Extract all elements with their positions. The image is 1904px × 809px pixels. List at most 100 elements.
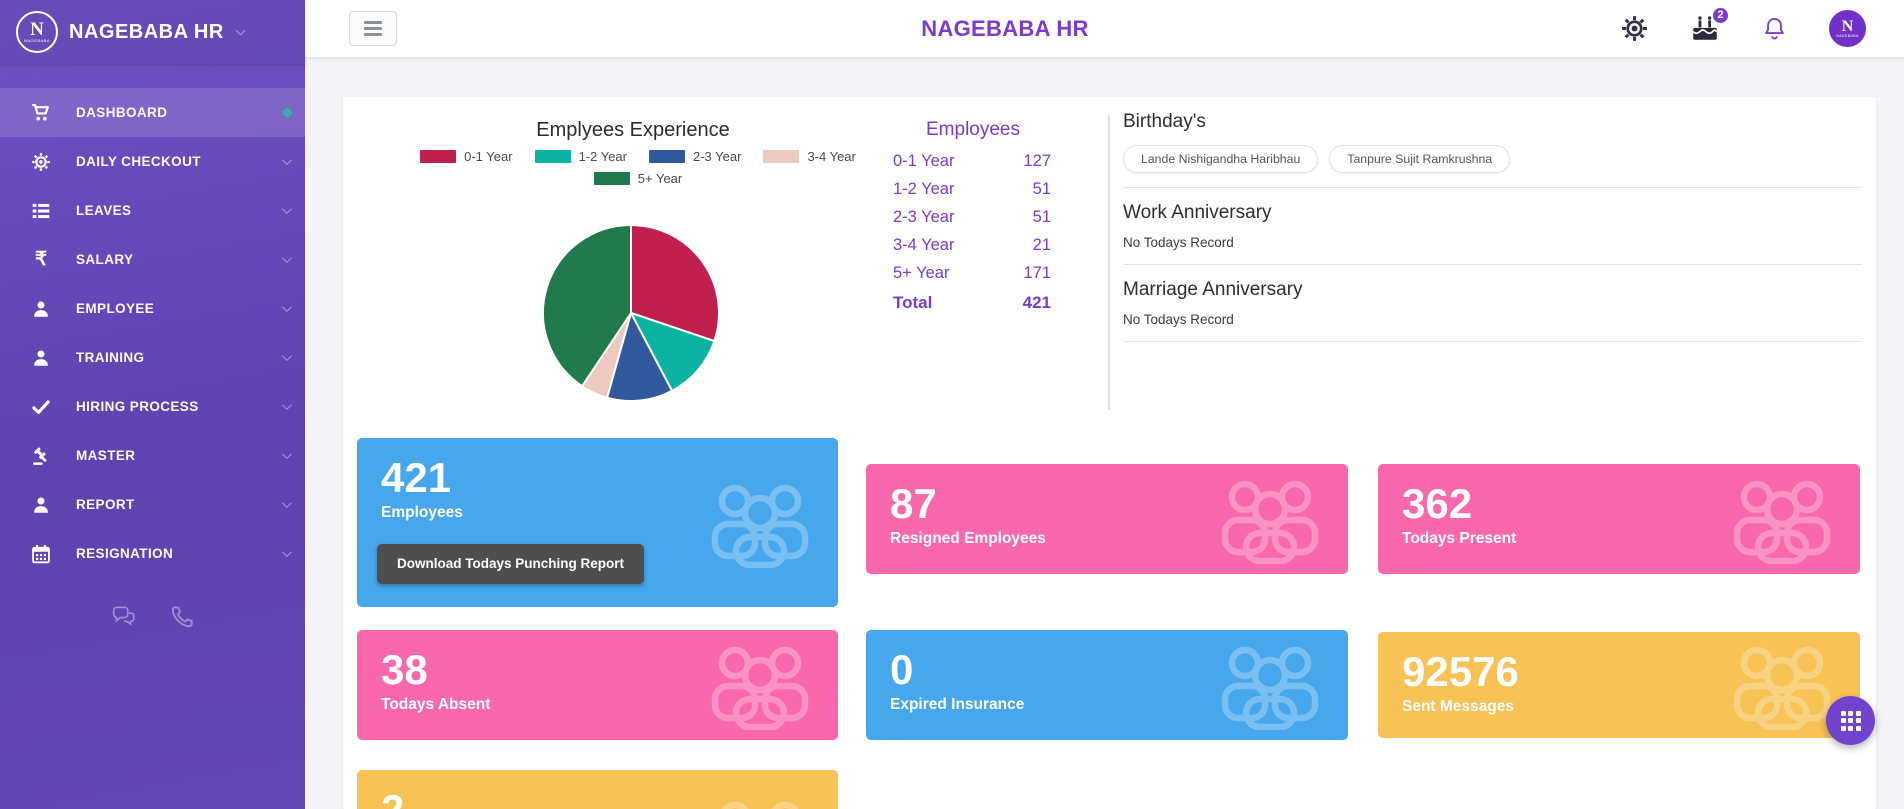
sidebar-item-label: MASTER — [76, 448, 136, 463]
card-value: 92576 — [1402, 648, 1519, 695]
card-todays-present[interactable]: 362 Todays Present — [1378, 464, 1860, 574]
sidebar-item-label: TRAINING — [76, 350, 145, 365]
sidebar-item-dashboard[interactable]: DASHBOARD — [0, 88, 305, 137]
marriage-anniversary-empty-text: No Todays Record — [1123, 312, 1234, 327]
card-label: Sent Messages — [1402, 698, 1514, 715]
people-group-icon — [1214, 474, 1326, 565]
sidebar-item-salary[interactable]: ₹ SALARY — [0, 235, 305, 284]
birthday-chip[interactable]: Lande Nishigandha Haribhau — [1123, 145, 1319, 173]
sidebar-item-hiring-process[interactable]: HIRING PROCESS — [0, 382, 305, 431]
cart-icon — [30, 102, 52, 124]
divider — [1123, 187, 1862, 188]
card-resigned-employees[interactable]: 87 Resigned Employees — [866, 464, 1348, 574]
card-employees[interactable]: 421 Employees Download Todays Punching R… — [357, 438, 838, 607]
punching-report-tooltip[interactable]: Download Todays Punching Report — [377, 544, 645, 584]
total-label: Total — [893, 293, 933, 312]
people-group-icon — [704, 640, 816, 731]
page-title: NAGEBABA HR — [921, 16, 1089, 41]
notifications-bell-icon[interactable] — [1762, 15, 1787, 42]
chat-icon[interactable] — [111, 604, 137, 635]
employee-summary-title: Employees — [926, 119, 1020, 140]
sidebar: N NAGEBABA NAGEBABA HR DASHBOARD DAILY CH… — [0, 0, 305, 809]
legend-label: 5+ Year — [637, 171, 683, 186]
sidebar-item-label: REPORT — [76, 497, 135, 512]
pie-slice-0-1-year — [630, 223, 720, 343]
legend-label: 1-2 Year — [578, 149, 627, 164]
card-value: 421 — [381, 454, 452, 501]
sidebar-item-resignation[interactable]: RESIGNATION — [0, 529, 305, 578]
row-value: 51 — [1032, 207, 1051, 226]
sidebar-menu: DASHBOARD DAILY CHECKOUT LEAVES ₹ SALARY EMPL… — [0, 64, 305, 578]
card-todays-absent[interactable]: 38 Todays Absent — [357, 630, 838, 740]
dashboard-panel: Emplyees Experience 0-1 Year 1-2 Year 2-3 … — [343, 97, 1876, 809]
chevron-down-icon — [281, 449, 292, 460]
legend-item: 2-3 Year — [649, 149, 741, 164]
vertical-divider — [1108, 115, 1110, 410]
check-icon — [30, 396, 52, 418]
card-value: 0 — [890, 646, 914, 693]
card-expired-insurance[interactable]: 0 Expired Insurance — [866, 630, 1348, 740]
card-label: Expired Insurance — [890, 696, 1025, 713]
experience-count-row: 2-3 Year 51 — [893, 203, 1051, 231]
card-label: Todays Present — [1402, 530, 1517, 547]
sidebar-item-master[interactable]: MASTER — [0, 431, 305, 480]
chevron-down-icon — [281, 400, 292, 411]
sidebar-item-report[interactable]: REPORT — [0, 480, 305, 529]
experience-count-row: 5+ Year 171 — [893, 259, 1051, 287]
settings-gear-icon[interactable] — [1621, 15, 1648, 42]
sidebar-item-daily-checkout[interactable]: DAILY CHECKOUT — [0, 137, 305, 186]
legend-swatch — [593, 172, 630, 185]
legend-swatch — [420, 150, 457, 163]
experience-count-row: 1-2 Year 51 — [893, 175, 1051, 203]
divider — [1123, 341, 1862, 342]
grid-icon — [1840, 710, 1861, 731]
legend-swatch — [649, 150, 685, 163]
row-label: 5+ Year — [893, 263, 950, 282]
user-avatar[interactable]: N NAGEBABA — [1829, 10, 1866, 47]
row-label: 0-1 Year — [893, 151, 955, 170]
divider — [1123, 264, 1862, 265]
row-value: 21 — [1032, 235, 1051, 254]
employee-summary-table: 0-1 Year 127 1-2 Year 51 2-3 Year 51 3-4 Year 2… — [893, 147, 1051, 317]
legend-label: 2-3 Year — [693, 149, 742, 164]
gear-icon — [30, 151, 52, 173]
person-icon — [30, 298, 52, 320]
work-anniversary-heading: Work Anniversary — [1123, 202, 1272, 223]
chevron-down-icon — [281, 302, 292, 313]
sidebar-footer-icons — [0, 604, 305, 635]
legend-item: 1-2 Year — [534, 149, 627, 164]
row-value: 51 — [1032, 179, 1051, 198]
quick-menu-fab[interactable] — [1826, 696, 1875, 745]
card-sent-messages[interactable]: 92576 Sent Messages — [1378, 632, 1860, 738]
sidebar-item-training[interactable]: TRAINING — [0, 333, 305, 382]
sidebar-item-label: DASHBOARD — [76, 105, 168, 120]
sidebar-item-leaves[interactable]: LEAVES — [0, 186, 305, 235]
chevron-down-icon — [281, 498, 292, 509]
people-group-icon — [1214, 640, 1326, 731]
card-value: 38 — [381, 646, 428, 693]
row-label: 2-3 Year — [893, 207, 955, 226]
sidebar-toggle-button[interactable] — [349, 11, 397, 46]
birthday-cake-icon[interactable]: 2 — [1690, 5, 1730, 43]
events-panel: Birthday's Lande Nishigandha Haribhau Tan… — [1123, 111, 1862, 342]
brand: N NAGEBABA NAGEBABA HR — [0, 0, 305, 64]
chevron-down-icon — [281, 204, 292, 215]
birthday-chip[interactable]: Tanpure Sujit Ramkrushna — [1329, 145, 1511, 173]
card-value: 362 — [1402, 480, 1473, 527]
phone-icon[interactable] — [169, 604, 195, 635]
active-indicator-dot — [283, 108, 292, 117]
experience-count-row: 0-1 Year 127 — [893, 147, 1051, 175]
legend-item: 5+ Year — [593, 171, 683, 186]
row-value: 171 — [1023, 263, 1051, 282]
birthday-chips: Lande Nishigandha Haribhau Tanpure Sujit … — [1123, 145, 1862, 173]
topbar-actions: 2 N NAGEBABA — [1621, 0, 1866, 57]
card-partial[interactable]: 2 — [357, 770, 838, 809]
pie-slice-5+-year — [542, 223, 632, 388]
people-group-icon — [1726, 640, 1838, 731]
legend-swatch — [534, 150, 571, 163]
sidebar-item-label: RESIGNATION — [76, 546, 174, 561]
chevron-down-icon — [281, 547, 292, 558]
legend-item: 0-1 Year — [420, 149, 513, 164]
sidebar-item-employee[interactable]: EMPLOYEE — [0, 284, 305, 333]
pie-slice-1-2-year — [628, 311, 716, 393]
